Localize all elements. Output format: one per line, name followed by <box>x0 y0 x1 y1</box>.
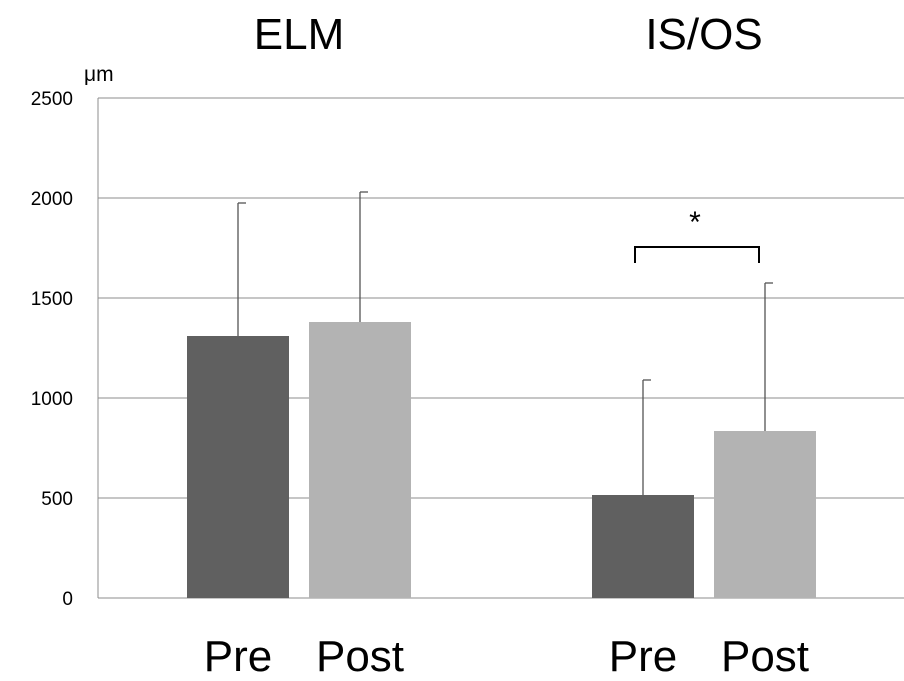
y-tick-label: 500 <box>41 489 73 510</box>
bars <box>187 191 816 598</box>
bar <box>187 336 289 598</box>
category-labels: Pre Post Pre Post <box>204 632 809 681</box>
y-tick-label: 0 <box>62 589 73 610</box>
group-titles: ELM IS/OS <box>254 10 763 59</box>
y-unit-label: μm <box>84 63 114 86</box>
category-label: Post <box>316 632 404 681</box>
category-label: Post <box>721 632 809 681</box>
bar <box>714 431 816 598</box>
bar <box>592 495 694 598</box>
y-tick-label: 2500 <box>31 89 73 110</box>
significance-star: * <box>689 206 701 239</box>
y-tick-label: 2000 <box>31 189 73 210</box>
y-tick-labels: 0 500 1000 1500 2000 2500 <box>31 89 73 610</box>
category-label: Pre <box>609 632 677 681</box>
group-title: IS/OS <box>645 10 762 59</box>
bar <box>309 322 411 598</box>
significance-annotation: * <box>634 206 760 263</box>
significance-bracket <box>634 246 760 263</box>
group-title: ELM <box>254 10 344 59</box>
y-tick-label: 1000 <box>31 389 73 410</box>
category-label: Pre <box>204 632 272 681</box>
y-tick-label: 1500 <box>31 289 73 310</box>
